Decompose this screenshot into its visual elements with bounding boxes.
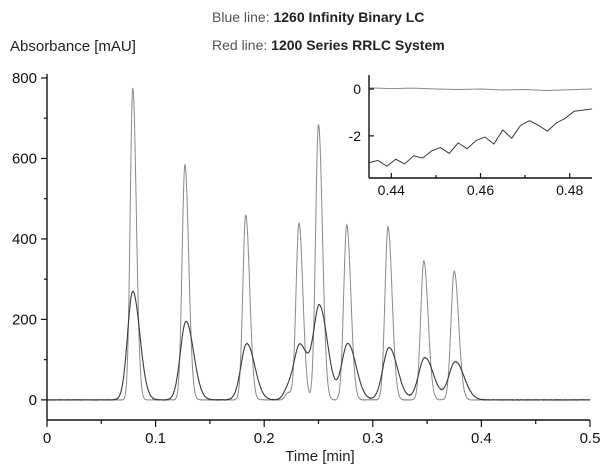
legend-red-prefix: Red line: bbox=[212, 37, 271, 53]
inset-background bbox=[369, 75, 592, 178]
inset-axis-lines bbox=[368, 75, 592, 179]
main-series-lines bbox=[46, 87, 591, 401]
inset-axis-ticks: 0 -2 0.44 0.46 0.48 bbox=[349, 81, 584, 198]
inset-x-tick-label: 0.46 bbox=[467, 182, 494, 198]
series-line-rrlc-1200 bbox=[46, 290, 591, 401]
x-tick-label: 0.1 bbox=[145, 430, 166, 447]
x-tick-label: 0.3 bbox=[362, 430, 383, 447]
inset-x-tick-label: 0.44 bbox=[378, 182, 405, 198]
x-axis-label: Time [min] bbox=[285, 448, 354, 465]
y-tick-label: 600 bbox=[12, 150, 37, 167]
inset-series-lines bbox=[368, 87, 593, 167]
x-tick-label: 0 bbox=[43, 430, 51, 447]
main-axis-ticks: 0 200 400 600 800 0 0.1 0.2 0.3 0.4 0.5 bbox=[12, 70, 600, 447]
x-tick-label: 0.4 bbox=[471, 430, 492, 447]
inset-series-line-rrlc-1200 bbox=[368, 108, 593, 167]
x-tick-label: 0.5 bbox=[580, 430, 601, 447]
legend-blue-series-name: 1260 Infinity Binary LC bbox=[273, 9, 424, 25]
y-tick-label: 200 bbox=[12, 311, 37, 328]
legend-blue-line: Blue line: 1260 Infinity Binary LC bbox=[212, 9, 424, 25]
y-tick-label: 400 bbox=[12, 231, 37, 248]
inset-plot-area: 0 -2 0.44 0.46 0.48 bbox=[349, 75, 593, 198]
inset-series-line-infinity-1260 bbox=[368, 87, 593, 91]
inset-y-tick-label: -2 bbox=[349, 128, 362, 144]
y-axis-label: Absorbance [mAU] bbox=[10, 38, 136, 55]
main-plot-area: 0 200 400 600 800 0 0.1 0.2 0.3 0.4 0.5 bbox=[12, 70, 600, 447]
inset-y-tick-label: 0 bbox=[353, 81, 361, 97]
y-tick-label: 0 bbox=[29, 392, 37, 409]
x-tick-label: 0.2 bbox=[254, 430, 275, 447]
legend-red-series-name: 1200 Series RRLC System bbox=[271, 37, 445, 53]
legend-blue-prefix: Blue line: bbox=[212, 9, 273, 25]
main-axis-lines bbox=[46, 74, 590, 421]
y-tick-label: 800 bbox=[12, 70, 37, 87]
legend-red-line: Red line: 1200 Series RRLC System bbox=[212, 37, 445, 53]
inset-x-tick-label: 0.48 bbox=[556, 182, 583, 198]
